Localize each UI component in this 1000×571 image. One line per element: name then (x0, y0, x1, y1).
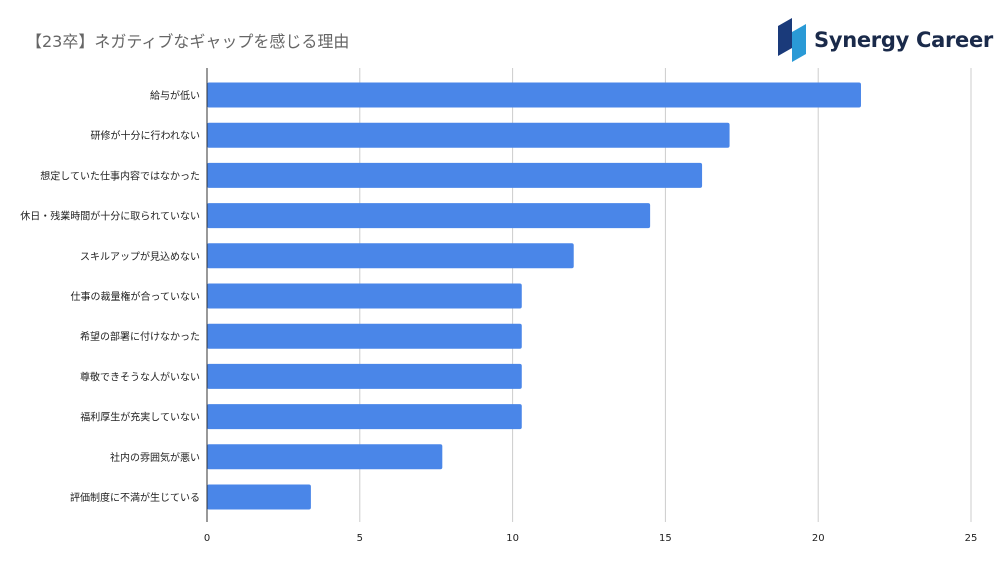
category-label: 給与が低い (150, 89, 200, 102)
category-label: 想定していた仕事内容ではなかった (40, 169, 200, 182)
category-label: スキルアップが見込めない (80, 250, 200, 263)
bar (207, 323, 522, 349)
logo-text: Synergy Career (814, 28, 993, 52)
x-tick-label: 10 (506, 533, 519, 544)
bar (207, 203, 651, 229)
bar (207, 404, 522, 430)
bar (207, 283, 522, 309)
bar (207, 162, 703, 188)
x-tick-label: 5 (357, 533, 363, 544)
bar (207, 484, 311, 510)
category-label: 研修が十分に行われない (91, 129, 201, 142)
chart-title: 【23卒】ネガティブなギャップを感じる理由 (26, 32, 350, 51)
category-label: 尊敬できそうな人がいない (80, 370, 200, 383)
x-tick-label: 0 (204, 533, 210, 544)
category-label: 仕事の裁量権が合っていない (71, 290, 201, 303)
bar (207, 122, 730, 148)
bar (207, 363, 522, 389)
synergy-career-logo: Synergy Career (778, 18, 993, 62)
bar (207, 444, 443, 470)
x-tick-label: 20 (812, 533, 825, 544)
bar (207, 243, 574, 269)
category-label: 希望の部署に付けなかった (80, 330, 200, 343)
x-tick-label: 25 (965, 533, 978, 544)
category-label: 評価制度に不満が生じている (70, 491, 200, 504)
category-label: 福利厚生が充実していない (80, 411, 200, 424)
category-label: 休日・残業時間が十分に取られていない (20, 210, 200, 223)
category-label: 社内の雰囲気が悪い (110, 451, 200, 464)
logo-mark-icon (778, 18, 806, 62)
bar (207, 82, 861, 108)
x-tick-label: 15 (659, 533, 672, 544)
